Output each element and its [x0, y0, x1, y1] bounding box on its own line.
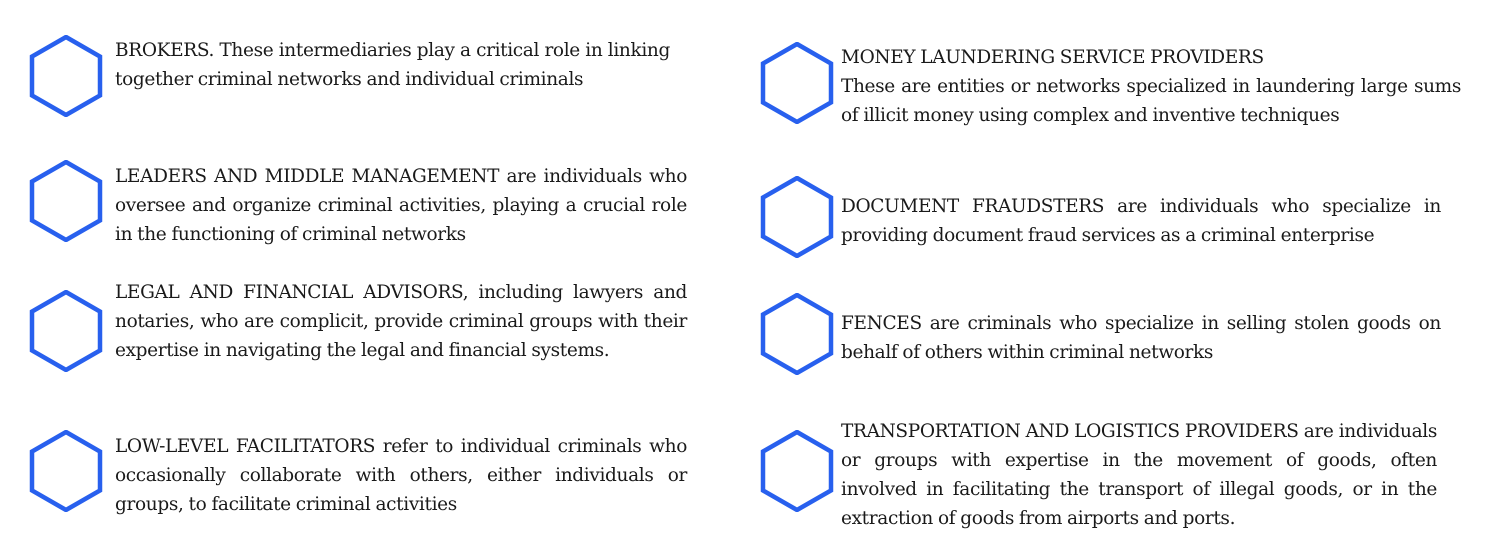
- hexagon-icon: [760, 430, 834, 512]
- hexagon-icon: [29, 160, 103, 242]
- advisors-text: LEGAL AND FINANCIAL ADVISORS, including …: [115, 282, 687, 361]
- facilitators-text: LOW-LEVEL FACILITATORS refer to individu…: [115, 436, 687, 515]
- hexagon-icon: [760, 42, 834, 124]
- fences-text: FENCES are criminals who specialize in s…: [841, 313, 1441, 363]
- hexagon-icon: [760, 293, 834, 375]
- transportation-text: TRANSPORTATION AND LOGISTICS PROVIDERS a…: [841, 421, 1437, 529]
- brokers-text: BROKERS. These intermediaries play a cri…: [115, 40, 670, 90]
- leaders-text: LEADERS AND MIDDLE MANAGEMENT are indivi…: [115, 166, 687, 245]
- hexagon-icon: [29, 290, 103, 372]
- hexagon-icon: [760, 176, 834, 258]
- hexagon-icon: [29, 35, 103, 117]
- hexagon-icon: [29, 430, 103, 512]
- money-laundering-text: These are entities or networks specializ…: [841, 76, 1461, 126]
- money-laundering-title: MONEY LAUNDERING SERVICE PROVIDERS: [841, 47, 1264, 68]
- document-fraudsters-text: DOCUMENT FRAUDSTERS are individuals who …: [841, 196, 1441, 246]
